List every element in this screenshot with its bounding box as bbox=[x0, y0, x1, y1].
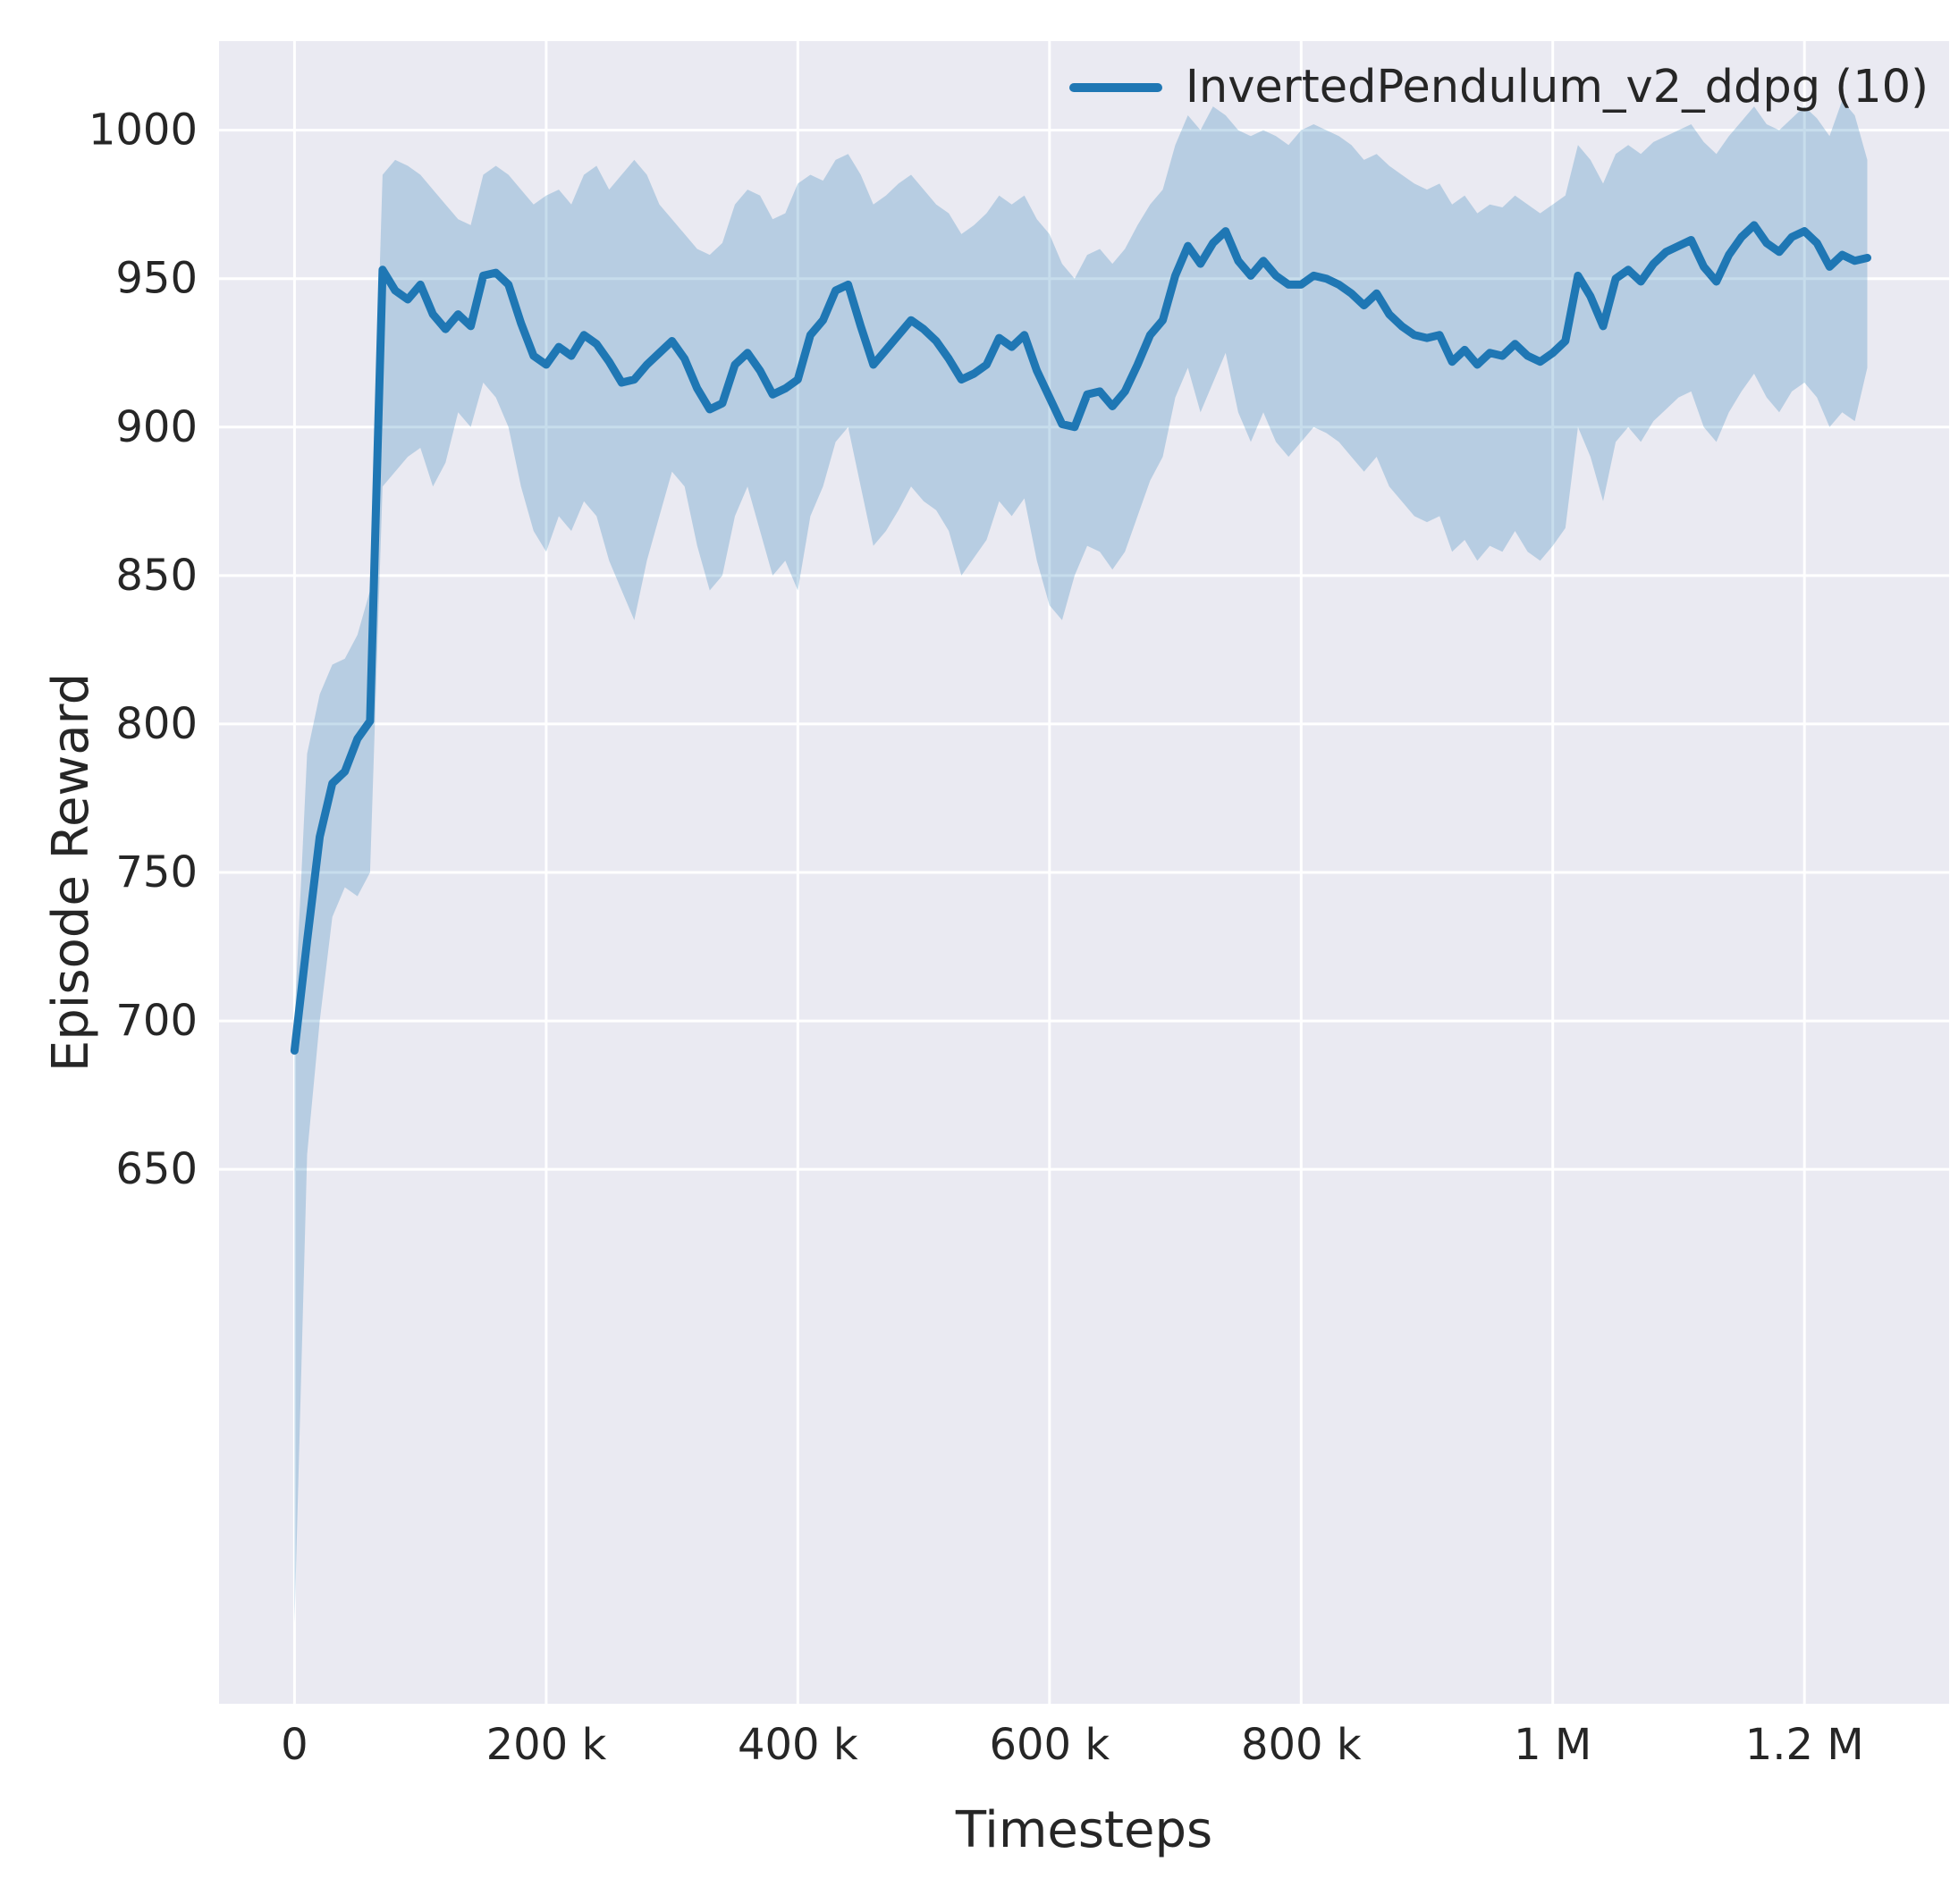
confidence-band bbox=[294, 100, 1868, 1624]
y-tick-label: 650 bbox=[115, 1144, 198, 1194]
x-axis-label: Timesteps bbox=[955, 1801, 1212, 1859]
x-tick-label: 0 bbox=[281, 1720, 308, 1770]
x-tick-label: 400 k bbox=[738, 1720, 858, 1770]
y-tick-label: 850 bbox=[115, 551, 198, 601]
x-tick-label: 200 k bbox=[486, 1720, 607, 1770]
figure: 0 200 k 400 k 600 k 800 k 1 M 1.2 M 650 700 750 80… bbox=[36, 14, 1950, 1890]
reward-chart: 0 200 k 400 k 600 k 800 k 1 M 1.2 M 650 700 750 80… bbox=[36, 14, 1950, 1890]
y-axis-label: Episode Reward bbox=[42, 673, 100, 1072]
y-tick-label: 1000 bbox=[89, 105, 198, 156]
legend: InvertedPendulum_v2_ddpg (10) bbox=[1068, 61, 1929, 114]
x-tick-label: 600 k bbox=[989, 1720, 1110, 1770]
mean-line bbox=[290, 221, 1871, 1055]
legend-line-swatch bbox=[1068, 82, 1162, 92]
y-tick-label: 800 bbox=[115, 699, 198, 749]
y-tick-label: 700 bbox=[115, 996, 198, 1046]
x-tick-label: 800 k bbox=[1241, 1720, 1362, 1770]
legend-label: InvertedPendulum_v2_ddpg (10) bbox=[1185, 61, 1929, 114]
chart-svg: 0 200 k 400 k 600 k 800 k 1 M 1.2 M 650 700 750 80… bbox=[42, 41, 1949, 1859]
x-tick-label: 1.2 M bbox=[1745, 1720, 1864, 1770]
y-tick-label: 900 bbox=[115, 402, 198, 452]
x-tick-label: 1 M bbox=[1514, 1720, 1591, 1770]
y-tick-label: 750 bbox=[115, 847, 198, 897]
y-tick-label: 950 bbox=[115, 254, 198, 304]
